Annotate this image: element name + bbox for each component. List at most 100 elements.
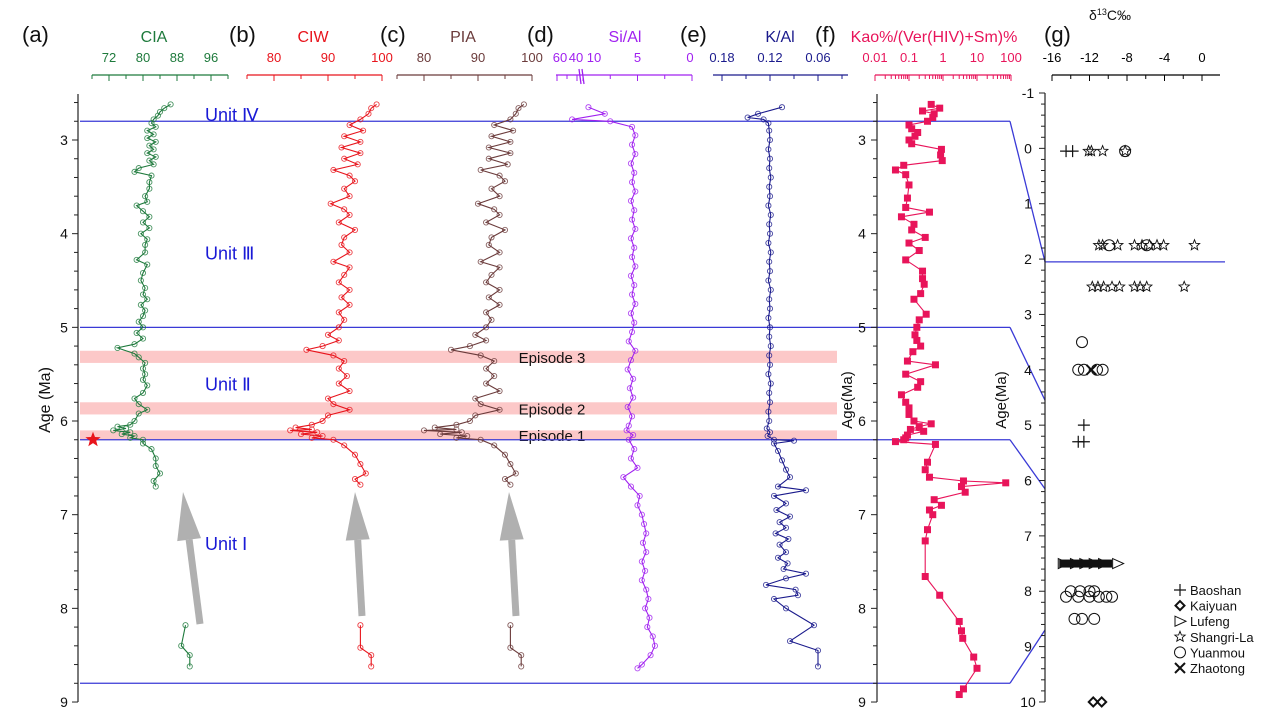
data-point	[647, 652, 654, 659]
legend-marker-icon	[1174, 615, 1188, 627]
data-point	[767, 249, 774, 256]
data-point	[144, 382, 151, 389]
data-point	[346, 286, 353, 293]
data-point	[905, 121, 913, 129]
age-axis-title: Age (Ma)	[37, 367, 54, 433]
data-point	[142, 249, 149, 256]
data-point	[496, 387, 503, 395]
data-point	[902, 203, 910, 211]
data-point	[507, 150, 514, 157]
data-point	[772, 530, 779, 537]
top-axis-tick-label: -16	[1043, 50, 1062, 65]
scatter-yuanmou	[1060, 145, 1153, 625]
data-point	[341, 234, 348, 241]
data-point	[626, 385, 633, 392]
data-point	[931, 361, 939, 369]
data-point	[915, 247, 923, 255]
age-axis-left: 3 4 5 6 7 8 9 Age (Ma)	[37, 94, 79, 710]
data-point	[137, 230, 144, 237]
data-point	[346, 172, 353, 179]
data-point	[923, 526, 931, 534]
top-axis-tick-label: 96	[204, 50, 218, 65]
data-point	[308, 434, 315, 441]
data-point	[135, 354, 142, 361]
data-point	[466, 417, 473, 425]
top-axis-tick-label: 10	[587, 50, 601, 65]
age-tick-label: 5	[858, 319, 866, 335]
data-point	[154, 112, 161, 119]
data-point	[148, 172, 155, 179]
data-point	[770, 436, 778, 443]
data-point	[774, 447, 782, 455]
data-point	[642, 567, 649, 574]
data-point	[518, 663, 525, 670]
data-point	[973, 664, 981, 672]
data-point	[118, 431, 125, 438]
data-point	[925, 506, 933, 514]
data-point	[507, 116, 514, 123]
data-point	[929, 511, 937, 519]
data-point	[601, 110, 608, 117]
scatter-point	[1083, 585, 1096, 598]
data-point	[341, 271, 348, 278]
panel-title-a: CIA	[141, 29, 168, 46]
top-axis-tick-label: 0.01	[862, 50, 887, 65]
data-point	[146, 224, 153, 232]
data-point	[127, 421, 134, 428]
data-point	[341, 155, 348, 162]
data-point	[920, 280, 928, 288]
data-point	[782, 549, 790, 556]
scatter-point	[1118, 144, 1132, 157]
data-point	[631, 282, 638, 289]
data-point	[139, 324, 147, 331]
data-point	[765, 277, 772, 284]
age-tick-label: 1	[1024, 196, 1032, 212]
panel-f-top-axis: 0.01 0.1 1 10 100	[862, 50, 1022, 81]
age-tick-label: 7	[60, 507, 68, 523]
data-point	[632, 132, 639, 139]
data-point	[930, 496, 938, 504]
data-point	[335, 279, 342, 286]
age-tick-label: 5	[60, 319, 68, 335]
data-point	[346, 211, 353, 218]
data-point	[351, 178, 359, 185]
data-point	[636, 492, 643, 499]
legend-item: Zhaotong	[1174, 661, 1245, 676]
age-tick-label: 4	[1024, 362, 1032, 378]
scatter-point	[1177, 280, 1191, 293]
data-point	[133, 202, 140, 209]
data-point	[139, 365, 147, 372]
data-point	[646, 614, 653, 621]
scatter-point	[1072, 363, 1085, 376]
age-tick-label: 6	[1024, 473, 1032, 489]
data-point	[911, 331, 919, 339]
title-superscript: 13	[1097, 7, 1107, 17]
data-point	[766, 230, 774, 237]
data-point	[488, 185, 495, 192]
scatter-point	[1140, 280, 1154, 293]
age-axis-title: Age(Ma)	[993, 371, 1010, 429]
scatter-point	[1084, 144, 1098, 157]
data-point	[152, 138, 159, 145]
data-point	[631, 169, 638, 176]
data-point	[632, 151, 639, 158]
top-axis-tick-label: 80	[136, 50, 150, 65]
data-point	[338, 241, 345, 248]
data-point	[447, 346, 455, 353]
top-axis-tick-label: 0	[1198, 50, 1205, 65]
data-point	[903, 194, 911, 202]
top-axis-tick-label: 90	[321, 50, 335, 65]
data-point	[139, 269, 147, 277]
episode-band	[80, 402, 837, 415]
scatter-point	[1068, 612, 1081, 625]
data-point	[351, 476, 359, 483]
data-point	[182, 622, 189, 629]
panel-letter-d: (d)	[527, 22, 554, 47]
scatter-point	[1087, 696, 1100, 708]
age-tick-label: 8	[60, 600, 68, 616]
scatter-point	[1128, 280, 1141, 293]
data-point	[474, 200, 482, 207]
data-point	[518, 652, 525, 659]
data-point	[908, 140, 916, 148]
data-point	[139, 313, 147, 320]
